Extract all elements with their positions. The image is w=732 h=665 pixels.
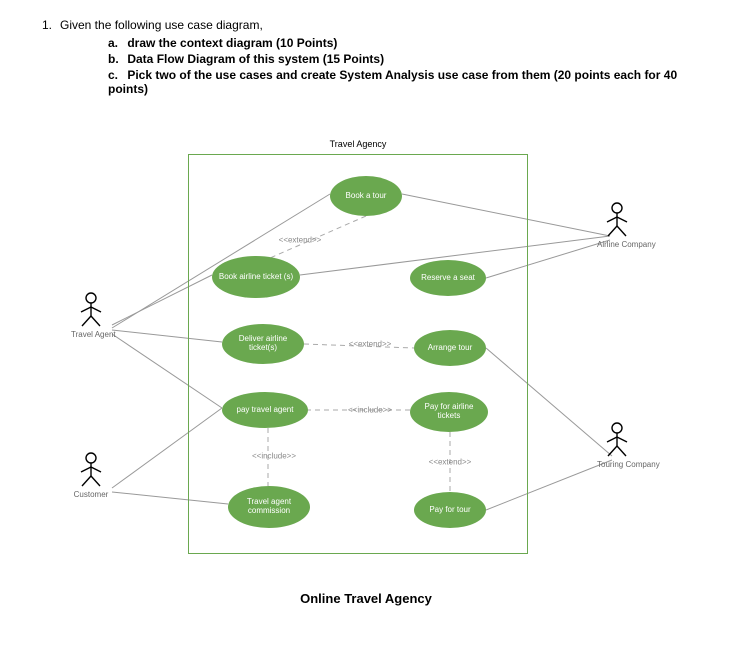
part-b-text: Data Flow Diagram of this system (15 Poi… bbox=[127, 52, 384, 66]
use-case-diagram: Travel Agency Travel Agent Customer Airl… bbox=[0, 120, 732, 620]
part-c: c. Pick two of the use cases and create … bbox=[108, 68, 702, 96]
question-stem: Given the following use case diagram, bbox=[60, 18, 702, 32]
usecase-deliver-ticket: Deliver airline ticket(s) bbox=[222, 324, 304, 364]
usecase-label: Travel agent commission bbox=[232, 498, 306, 516]
usecase-pay-agent: pay travel agent bbox=[222, 392, 308, 428]
actor-touring-label: Touring Company bbox=[597, 460, 637, 469]
stick-figure-icon bbox=[78, 292, 104, 328]
actor-travel-agent-label: Travel Agent bbox=[71, 330, 111, 339]
usecase-pay-airline: Pay for airline tickets bbox=[410, 392, 488, 432]
stereo-extend-1: <<extend>> bbox=[279, 236, 322, 245]
usecase-commission: Travel agent commission bbox=[228, 486, 310, 528]
actor-travel-agent: Travel Agent bbox=[71, 292, 111, 339]
part-a: a. draw the context diagram (10 Points) bbox=[108, 36, 702, 50]
part-a-text: draw the context diagram (10 Points) bbox=[127, 36, 337, 50]
actor-touring: Touring Company bbox=[597, 422, 637, 469]
stereo-extend-3: <<extend>> bbox=[429, 458, 472, 467]
usecase-label: Reserve a seat bbox=[421, 274, 475, 283]
usecase-label: Arrange tour bbox=[428, 344, 472, 353]
usecase-pay-tour: Pay for tour bbox=[414, 492, 486, 528]
part-c-label: c. bbox=[108, 68, 124, 82]
stereo-include-2: <<include>> bbox=[252, 452, 296, 461]
part-c-text: Pick two of the use cases and create Sys… bbox=[108, 68, 677, 96]
usecase-book-ticket: Book airline ticket (s) bbox=[212, 256, 300, 298]
part-b-label: b. bbox=[108, 52, 124, 66]
stick-figure-icon bbox=[604, 422, 630, 458]
usecase-book-tour: Book a tour bbox=[330, 176, 402, 216]
actor-airline-label: Airline Company bbox=[597, 240, 637, 249]
part-b: b. Data Flow Diagram of this system (15 … bbox=[108, 52, 702, 66]
usecase-label: Pay for airline tickets bbox=[414, 403, 484, 421]
usecase-arrange-tour: Arrange tour bbox=[414, 330, 486, 366]
system-title: Travel Agency bbox=[330, 139, 387, 149]
usecase-reserve-seat: Reserve a seat bbox=[410, 260, 486, 296]
usecase-label: Book a tour bbox=[346, 192, 387, 201]
actor-customer-label: Customer bbox=[71, 490, 111, 499]
actor-customer: Customer bbox=[71, 452, 111, 499]
stereo-include-1: <<include>> bbox=[348, 406, 392, 415]
stick-figure-icon bbox=[78, 452, 104, 488]
usecase-label: Book airline ticket (s) bbox=[219, 273, 293, 282]
stereo-extend-2: <<extend>> bbox=[349, 340, 392, 349]
part-a-label: a. bbox=[108, 36, 124, 50]
stick-figure-icon bbox=[604, 202, 630, 238]
diagram-caption: Online Travel Agency bbox=[300, 591, 432, 606]
usecase-label: Pay for tour bbox=[429, 506, 470, 515]
actor-airline: Airline Company bbox=[597, 202, 637, 249]
question-block: 1. Given the following use case diagram,… bbox=[0, 0, 732, 104]
question-number: 1. bbox=[42, 18, 52, 32]
usecase-label: Deliver airline ticket(s) bbox=[226, 335, 300, 353]
usecase-label: pay travel agent bbox=[237, 406, 294, 415]
